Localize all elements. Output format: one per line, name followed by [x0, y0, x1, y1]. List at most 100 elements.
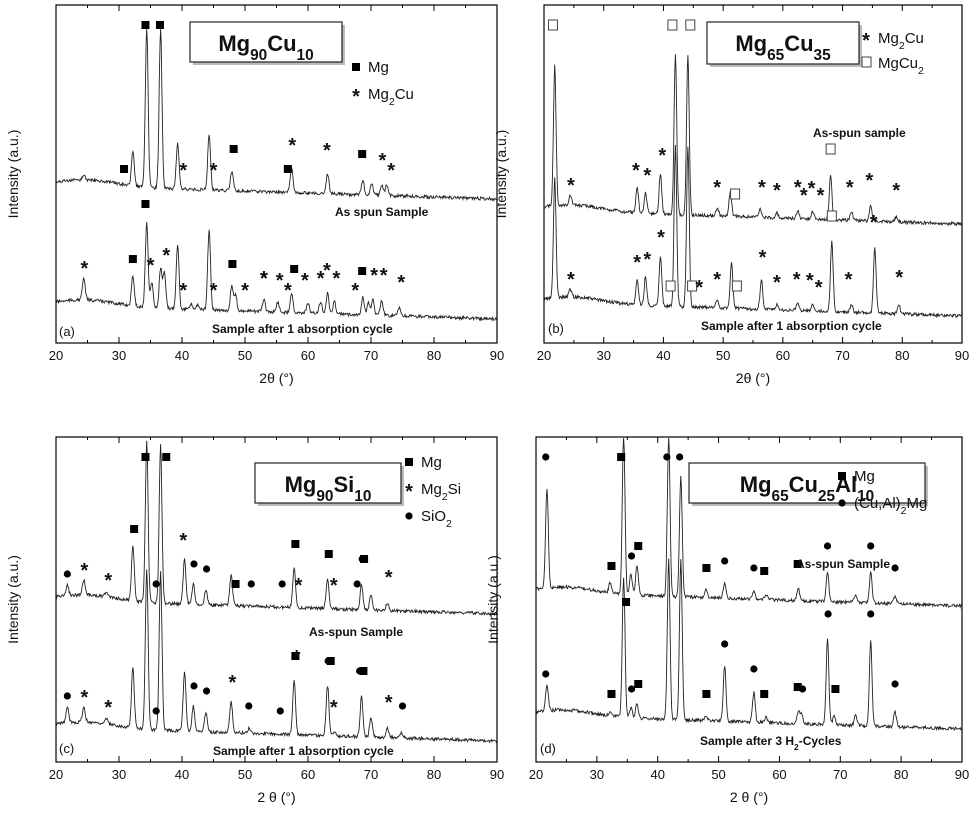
mg-phase-marker — [358, 150, 367, 158]
x-tick-label: 20 — [537, 348, 551, 363]
panel-b: ** *** * * ** * * * * *** *** *** * * * ***20 30 40 50 60 70… — [493, 4, 969, 386]
y-axis-label: Intensity (a.u.) — [493, 130, 509, 219]
mg-phase-marker — [760, 690, 769, 698]
series-label: Sample after 1 absorption cycle — [701, 319, 882, 333]
phase-star-marker: * — [380, 265, 388, 287]
legend-label: Mg — [854, 468, 875, 485]
mg-phase-marker — [634, 542, 643, 550]
phase-circle-marker — [823, 542, 832, 550]
legend-label: Mg — [368, 59, 389, 76]
series-label: Sample after 3 H2-Cycles — [700, 734, 842, 752]
x-tick-label: 20 — [529, 767, 543, 782]
x-tick-label: 40 — [175, 767, 189, 782]
x-tick-label: 50 — [238, 767, 252, 782]
phase-star-marker: * — [567, 175, 575, 197]
phase-star-marker: * — [695, 277, 703, 299]
x-tick-label: 80 — [895, 348, 909, 363]
legend-label: SiO2 — [421, 508, 452, 530]
mg-phase-marker — [607, 690, 616, 698]
phase-star-marker: * — [815, 277, 823, 299]
phase-star-marker: * — [892, 180, 900, 202]
phase-circle-marker — [278, 580, 286, 588]
series-label: As-spun Sample — [796, 557, 890, 571]
mg-phase-marker — [359, 667, 368, 675]
legend-label: Mg2Cu — [878, 30, 924, 52]
series-label: As-spun Sample — [309, 625, 403, 639]
phase-star-marker: * — [397, 272, 405, 294]
mg-phase-marker — [793, 683, 802, 691]
mg-phase-marker — [162, 453, 171, 461]
mg-phase-marker — [634, 680, 643, 688]
phase-star-marker: * — [567, 269, 575, 291]
mg-phase-marker — [155, 21, 164, 29]
title-box — [706, 21, 860, 65]
phase-star-marker: * — [385, 567, 393, 589]
phase-circle-marker — [63, 570, 71, 578]
x-tick-label: 30 — [112, 767, 126, 782]
x-tick-label: 90 — [490, 348, 504, 363]
phase-circle-marker — [152, 707, 160, 715]
phase-star-marker: * — [793, 269, 801, 291]
phase-star-marker: * — [758, 177, 766, 199]
phase-star-marker: * — [162, 245, 170, 267]
xrd-trace — [535, 437, 963, 609]
mg-phase-marker — [229, 145, 238, 153]
xrd-trace — [535, 558, 963, 732]
legend-star-icon: * — [862, 30, 870, 52]
phase-circle-marker — [891, 680, 899, 688]
y-axis-label: Intensity (a.u.) — [5, 555, 21, 644]
x-tick-label: 80 — [427, 767, 441, 782]
series-label: Sample after 1 absorption cycle — [213, 744, 394, 758]
phase-circle-marker — [358, 555, 366, 563]
mg-phase-marker — [290, 265, 299, 273]
phase-star-marker: * — [260, 268, 268, 290]
xrd-trace — [543, 144, 963, 319]
phase-circle-marker — [247, 580, 255, 588]
phase-star-marker: * — [210, 280, 218, 302]
phase-star-marker: * — [800, 185, 808, 207]
legend-label: MgCu2 — [878, 55, 924, 77]
phase-star-marker: * — [241, 280, 249, 302]
chart-title: Mg90Cu10 — [218, 31, 313, 64]
phase-circle-marker — [750, 564, 758, 572]
phase-star-marker: * — [179, 280, 187, 302]
legend-label: (Cu,Al)2Mg — [854, 495, 927, 517]
phase-star-marker: * — [295, 575, 303, 597]
phase-star-marker: * — [643, 165, 651, 187]
phase-circle-marker — [867, 542, 875, 550]
phase-circle-marker — [676, 453, 684, 461]
mg-phase-marker — [283, 165, 292, 173]
x-axis-label: 2θ (°) — [736, 370, 770, 386]
panel-c: * * * * * * * * * * * * 20 30 40 50 60 70 80 90 2 θ (°) Inten… — [5, 436, 504, 805]
legend-star-icon: * — [405, 481, 413, 503]
mgcu2-phase-marker — [687, 280, 698, 292]
phase-circle-marker — [245, 702, 253, 710]
phase-star-marker: * — [147, 255, 155, 277]
mgcu2-phase-marker — [826, 210, 837, 222]
phase-star-marker: * — [179, 530, 187, 552]
mg-phase-marker — [141, 21, 150, 29]
x-tick-label: 70 — [833, 767, 847, 782]
phase-star-marker: * — [845, 269, 853, 291]
phase-circle-marker — [398, 702, 407, 710]
phase-star-marker: * — [276, 270, 284, 292]
phase-star-marker: * — [387, 160, 395, 182]
phase-star-marker: * — [633, 252, 641, 274]
mg-phase-marker — [130, 525, 139, 533]
x-tick-label: 60 — [301, 348, 315, 363]
phase-star-marker: * — [385, 692, 393, 714]
series-label: Sample after 1 absorption cycle — [212, 322, 393, 336]
x-tick-label: 60 — [776, 348, 790, 363]
x-tick-label: 60 — [772, 767, 786, 782]
phase-star-marker: * — [288, 135, 296, 157]
mg-phase-marker — [793, 560, 802, 568]
xrd-trace — [55, 569, 498, 744]
phase-star-marker: * — [794, 177, 802, 199]
legend-label: Mg2Cu — [368, 86, 414, 108]
phase-star-marker: * — [260, 268, 268, 290]
mgcu2-phase-marker — [731, 280, 742, 292]
phase-circle-marker — [63, 692, 71, 700]
chart-title: Mg65Cu25Al10 — [740, 472, 874, 505]
phase-star-marker: * — [317, 268, 325, 290]
x-tick-label: 50 — [711, 767, 725, 782]
